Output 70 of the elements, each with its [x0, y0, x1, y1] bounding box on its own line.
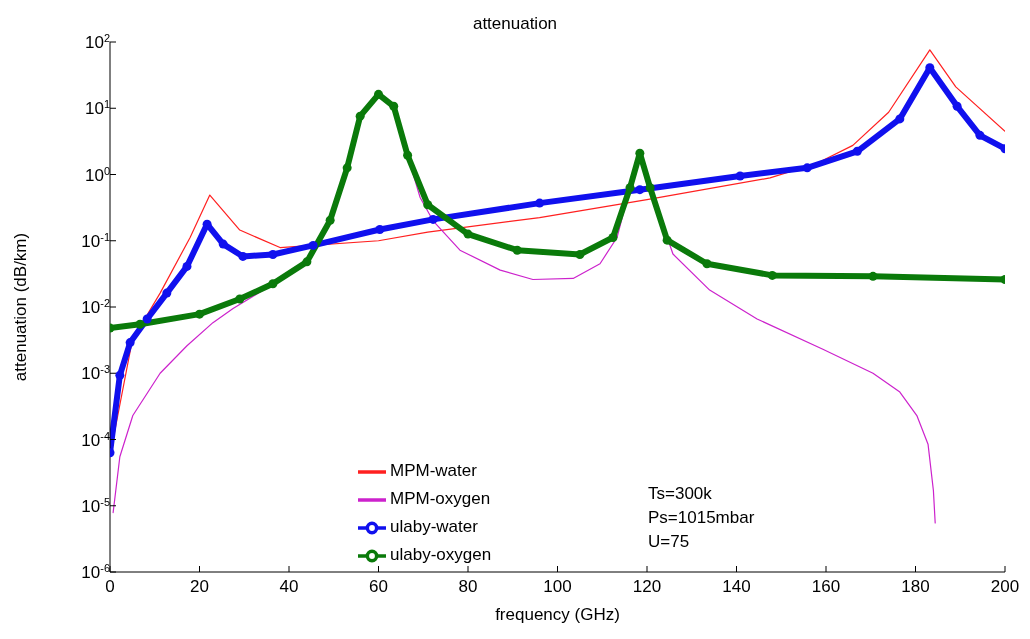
point: [195, 309, 204, 319]
x-axis-title: frequency (GHz): [495, 605, 620, 624]
y-tick-label: 10$^{-3}$: [81, 363, 110, 384]
y-tick-label: 10$^{-2}$: [81, 297, 110, 317]
point: [374, 89, 383, 99]
y-tick-label: 10$^{-1}$: [81, 230, 110, 251]
legend-label: MPM-water: [390, 461, 477, 481]
y-tick-label: 10$^{2}$: [84, 32, 110, 52]
point: [895, 114, 905, 124]
point: [608, 232, 618, 242]
point: [235, 294, 245, 304]
point: [852, 146, 862, 156]
y-tick-label: 10$^{1}$: [84, 98, 110, 119]
point: [662, 235, 672, 245]
x-tick-label: 140: [722, 577, 751, 597]
point: [635, 185, 645, 195]
point: [142, 314, 152, 324]
x-tick-label: 80: [458, 577, 478, 597]
x-tick-label: 20: [190, 577, 209, 597]
point: [802, 163, 812, 173]
x-tick-label: 180: [901, 577, 930, 597]
point: [952, 101, 962, 111]
y-tick-label: 10$^{-5}$: [81, 495, 110, 516]
point: [512, 245, 522, 255]
point: [268, 250, 278, 259]
point: [342, 163, 352, 173]
point: [375, 224, 385, 234]
legend-label: ulaby-oxygen: [390, 545, 492, 565]
point: [575, 250, 585, 259]
point: [182, 261, 192, 271]
point: [645, 183, 655, 193]
annotation: Ts=300k: [648, 483, 713, 505]
chart-title: attenuation: [472, 14, 558, 33]
x-tick-label: 160: [811, 577, 841, 597]
point: [403, 150, 413, 160]
point: [423, 200, 433, 210]
point: [975, 130, 985, 140]
y-tick-label: 10$^{0}$: [84, 164, 110, 185]
point: [302, 257, 312, 267]
x-tick-label: 200: [990, 577, 1020, 597]
point: [162, 288, 172, 298]
x-tick-label: 100: [543, 577, 572, 597]
point: [355, 111, 365, 121]
x-tick-label: 60: [369, 577, 388, 597]
legend-label: ulaby-water: [390, 517, 478, 537]
point: [463, 229, 473, 239]
y-tick-label: 10$^{-4}$: [81, 429, 110, 450]
point: [135, 319, 145, 329]
point: [702, 259, 712, 269]
point: [767, 270, 777, 280]
point: [735, 171, 745, 181]
x-tick-label: 40: [279, 577, 299, 597]
annotation: Ps=1015mbar: [648, 507, 755, 529]
point: [325, 215, 335, 225]
point: [268, 279, 278, 289]
legend-label: MPM-oxygen: [390, 489, 491, 509]
annotation: U=75: [648, 531, 691, 553]
x-tick-label: 0: [105, 577, 115, 597]
point: [625, 183, 635, 193]
point: [218, 239, 228, 249]
point: [868, 271, 878, 281]
y-axis-title: attenuation (dB/km): [11, 232, 31, 382]
point: [428, 214, 438, 224]
point: [125, 338, 135, 348]
point: [115, 370, 125, 380]
point: [308, 240, 318, 250]
x-tick-label: 120: [632, 577, 662, 597]
point: [238, 251, 248, 261]
point: [389, 101, 399, 111]
point: [535, 198, 545, 208]
